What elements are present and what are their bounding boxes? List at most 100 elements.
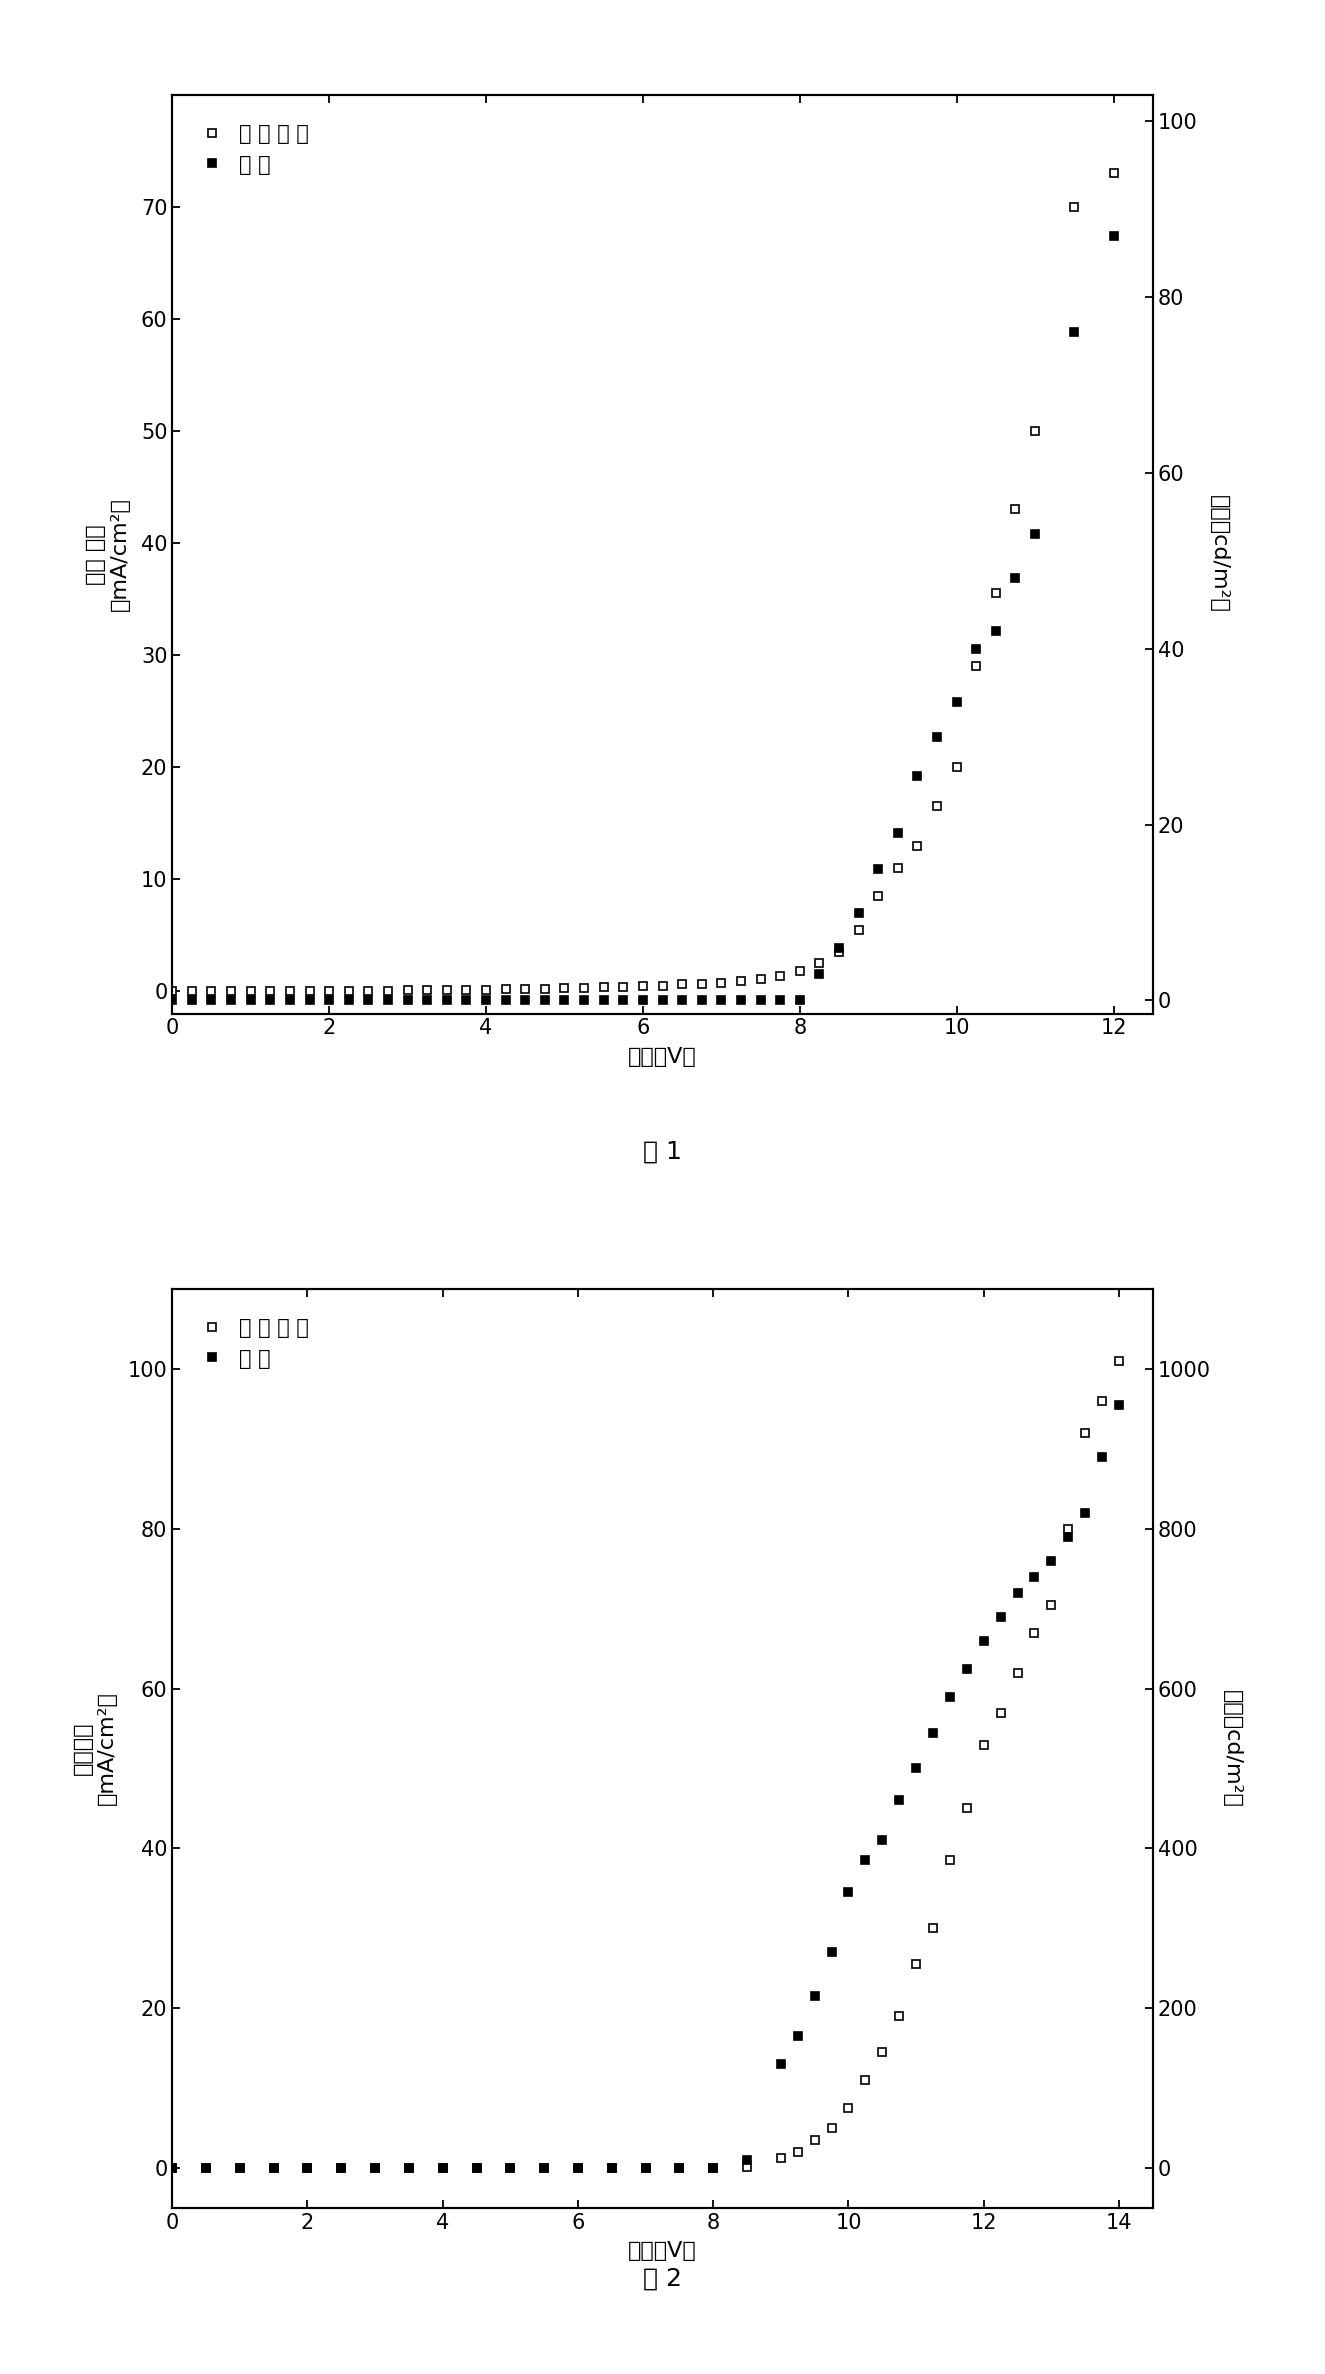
电 流 密 度: [772, 961, 788, 990]
亮 度: [223, 985, 238, 1014]
电 流 密 度: [792, 957, 808, 985]
亮 度: [341, 985, 356, 1014]
电 流 密 度: [1094, 1386, 1110, 1415]
亮 度: [1067, 318, 1083, 347]
亮 度: [1094, 1443, 1110, 1472]
亮 度: [1105, 221, 1121, 249]
电 流 密 度: [1110, 1346, 1126, 1375]
亮 度: [439, 985, 454, 1014]
Y-axis label: 亮度（cd/m²）: 亮度（cd/m²）: [1222, 1690, 1242, 1807]
亮 度: [458, 985, 474, 1014]
电 流 密 度: [1010, 1659, 1026, 1688]
Legend: 电 流 密 度, 亮 度: 电 流 密 度, 亮 度: [193, 1310, 317, 1377]
亮 度: [892, 1785, 908, 1814]
亮 度: [874, 1826, 890, 1854]
电 流 密 度: [871, 881, 886, 909]
亮 度: [1043, 1545, 1059, 1574]
亮 度: [321, 985, 337, 1014]
电 流 密 度: [874, 2037, 890, 2065]
Legend: 电 流 密 度, 亮 度: 电 流 密 度, 亮 度: [193, 116, 317, 183]
电 流 密 度: [321, 978, 337, 1007]
亮 度: [824, 1937, 840, 1966]
电 流 密 度: [266, 2153, 282, 2182]
电 流 密 度: [988, 579, 1004, 608]
亮 度: [772, 985, 788, 1014]
Y-axis label: 电流密度
（mA/cm²）: 电流密度 （mA/cm²）: [73, 1693, 117, 1807]
亮 度: [831, 933, 847, 961]
电 流 密 度: [282, 978, 298, 1007]
电 流 密 度: [929, 793, 945, 821]
Line: 电 流 密 度: 电 流 密 度: [168, 1358, 1124, 2172]
亮 度: [949, 688, 965, 717]
电 流 密 度: [892, 2001, 908, 2030]
亮 度: [1010, 1579, 1026, 1607]
亮 度: [672, 2153, 688, 2182]
亮 度: [908, 1754, 924, 1783]
电 流 密 度: [380, 976, 396, 1004]
亮 度: [1027, 1562, 1043, 1591]
亮 度: [232, 2153, 248, 2182]
电 流 密 度: [772, 2144, 788, 2172]
亮 度: [1110, 1391, 1126, 1420]
亮 度: [807, 1982, 823, 2011]
电 流 密 度: [570, 2153, 586, 2182]
亮 度: [988, 617, 1004, 646]
亮 度: [1077, 1498, 1093, 1526]
亮 度: [890, 819, 906, 848]
亮 度: [637, 2153, 653, 2182]
亮 度: [615, 985, 631, 1014]
亮 度: [635, 985, 651, 1014]
电 流 密 度: [831, 938, 847, 966]
亮 度: [401, 2153, 417, 2182]
X-axis label: 电压（V）: 电压（V）: [628, 2241, 697, 2260]
电 流 密 度: [537, 2153, 553, 2182]
亮 度: [975, 1626, 991, 1655]
电 流 密 度: [400, 976, 416, 1004]
亮 度: [596, 985, 612, 1014]
电 流 密 度: [419, 976, 435, 1004]
亮 度: [498, 985, 514, 1014]
亮 度: [282, 985, 298, 1014]
亮 度: [739, 2146, 755, 2175]
电 流 密 度: [458, 976, 474, 1004]
亮 度: [772, 2049, 788, 2077]
亮 度: [753, 985, 768, 1014]
电 流 密 度: [1077, 1420, 1093, 1448]
电 流 密 度: [1027, 1619, 1043, 1648]
电 流 密 度: [824, 2113, 840, 2141]
电 流 密 度: [184, 978, 200, 1007]
电 流 密 度: [694, 969, 710, 997]
电 流 密 度: [1043, 1591, 1059, 1619]
亮 度: [242, 985, 258, 1014]
Text: 图 2: 图 2: [643, 2267, 682, 2291]
电 流 密 度: [705, 2153, 721, 2182]
Line: 亮 度: 亮 度: [168, 1401, 1124, 2172]
亮 度: [502, 2153, 518, 2182]
电 流 密 度: [975, 1731, 991, 1759]
电 流 密 度: [299, 2153, 315, 2182]
亮 度: [655, 985, 670, 1014]
电 流 密 度: [401, 2153, 417, 2182]
亮 度: [360, 985, 376, 1014]
亮 度: [929, 722, 945, 750]
电 流 密 度: [790, 2137, 806, 2165]
X-axis label: 电压（V）: 电压（V）: [628, 1047, 697, 1066]
亮 度: [478, 985, 494, 1014]
Y-axis label: 电流 密度
（mA/cm²）: 电流 密度 （mA/cm²）: [86, 496, 130, 610]
亮 度: [556, 985, 572, 1014]
亮 度: [969, 634, 984, 662]
电 流 密 度: [672, 2153, 688, 2182]
电 流 密 度: [302, 978, 318, 1007]
电 流 密 度: [909, 831, 925, 859]
亮 度: [367, 2153, 383, 2182]
亮 度: [199, 2153, 215, 2182]
亮 度: [299, 2153, 315, 2182]
亮 度: [266, 2153, 282, 2182]
电 流 密 度: [851, 916, 867, 945]
亮 度: [380, 985, 396, 1014]
亮 度: [334, 2153, 350, 2182]
电 流 密 度: [635, 971, 651, 999]
电 流 密 度: [576, 973, 592, 1002]
电 流 密 度: [811, 950, 827, 978]
Line: 亮 度: 亮 度: [168, 230, 1118, 1004]
